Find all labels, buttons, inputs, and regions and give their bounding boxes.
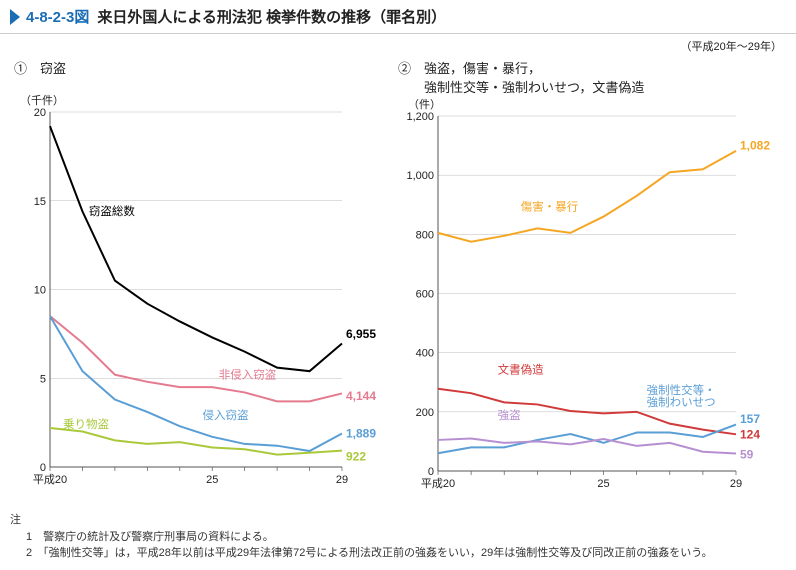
note-1: 1 警察庁の統計及び警察庁刑事局の資料による。 bbox=[10, 529, 786, 546]
svg-text:600: 600 bbox=[416, 289, 434, 301]
chart-1-wrap: （千件） 0 5 10 15 20 平成20 25 29 窃盗総数 6,955 非侵入窃盗 4,144 侵… bbox=[10, 92, 390, 502]
svg-text:800: 800 bbox=[416, 229, 434, 241]
svg-text:（千件）: （千件） bbox=[20, 94, 64, 107]
svg-text:29: 29 bbox=[336, 474, 348, 486]
svg-text:1,082: 1,082 bbox=[740, 139, 770, 153]
svg-text:20: 20 bbox=[34, 107, 46, 119]
svg-text:1,200: 1,200 bbox=[406, 111, 434, 123]
svg-text:10: 10 bbox=[34, 285, 46, 297]
figure-header: 4-8-2-3図 来日外国人による刑法犯 検挙件数の推移（罪名別） bbox=[0, 0, 796, 34]
svg-text:157: 157 bbox=[740, 412, 760, 426]
svg-text:侵入窃盗: 侵入窃盗 bbox=[202, 408, 248, 422]
svg-text:0: 0 bbox=[40, 462, 46, 474]
svg-text:5: 5 bbox=[40, 373, 46, 385]
svg-text:平成20: 平成20 bbox=[33, 473, 67, 486]
svg-text:窃盗総数: 窃盗総数 bbox=[89, 204, 135, 218]
svg-text:200: 200 bbox=[416, 407, 434, 419]
svg-text:59: 59 bbox=[740, 448, 754, 462]
notes-section: 注 1 警察庁の統計及び警察庁刑事局の資料による。 2 「強制性交等」は，平成2… bbox=[0, 510, 796, 570]
svg-text:922: 922 bbox=[346, 449, 366, 463]
svg-text:25: 25 bbox=[597, 478, 609, 490]
svg-text:強制わいせつ: 強制わいせつ bbox=[647, 396, 716, 409]
header-arrow-icon bbox=[10, 9, 20, 25]
figure-number: 4-8-2-3図 bbox=[26, 6, 89, 27]
chart-1-col: ① 窃盗 （千件） 0 5 10 15 20 平成20 25 29 窃盗総数 6,955 非侵入窃盗 4… bbox=[10, 56, 390, 506]
chart-2-col: ② 強盗，傷害・暴行， 強制性交等・強制わいせつ，文書偽造 （件） 0 200 400… bbox=[394, 56, 774, 506]
charts-row: ① 窃盗 （千件） 0 5 10 15 20 平成20 25 29 窃盗総数 6,955 非侵入窃盗 4… bbox=[0, 54, 796, 510]
svg-text:強制性交等・: 強制性交等・ bbox=[647, 383, 716, 397]
svg-text:傷害・暴行: 傷害・暴行 bbox=[521, 200, 579, 214]
chart-1-svg: （千件） 0 5 10 15 20 平成20 25 29 窃盗総数 6,955 非侵入窃盗 4,144 侵… bbox=[10, 92, 390, 497]
svg-text:0: 0 bbox=[428, 466, 434, 478]
svg-text:平成20: 平成20 bbox=[421, 477, 455, 490]
svg-text:400: 400 bbox=[416, 348, 434, 360]
svg-text:強盗: 強盗 bbox=[498, 408, 521, 422]
svg-text:29: 29 bbox=[730, 478, 742, 490]
svg-text:（件）: （件） bbox=[408, 98, 441, 111]
svg-text:25: 25 bbox=[206, 474, 218, 486]
svg-text:乗り物盗: 乗り物盗 bbox=[63, 417, 109, 431]
year-range-note: （平成20年～29年） bbox=[0, 34, 796, 54]
svg-text:非侵入窃盗: 非侵入窃盗 bbox=[219, 367, 277, 381]
chart-2-svg: （件） 0 200 400 600 800 1,000 1,200 平成20 25 29 傷害・暴行 1… bbox=[394, 96, 784, 501]
note-2: 2 「強制性交等」は，平成28年以前は平成29年法律第72号による刑法改正前の強… bbox=[10, 545, 786, 562]
svg-text:6,955: 6,955 bbox=[346, 327, 376, 341]
svg-text:文書偽造: 文書偽造 bbox=[498, 362, 544, 376]
svg-text:1,000: 1,000 bbox=[406, 170, 434, 182]
notes-prefix: 注 bbox=[10, 514, 21, 526]
figure-title: 来日外国人による刑法犯 検挙件数の推移（罪名別） bbox=[97, 6, 446, 27]
chart-2-wrap: （件） 0 200 400 600 800 1,000 1,200 平成20 25 29 傷害・暴行 1… bbox=[394, 96, 774, 506]
svg-text:124: 124 bbox=[740, 427, 760, 441]
chart-2-subtitle: ② 強盗，傷害・暴行， 強制性交等・強制わいせつ，文書偽造 bbox=[398, 58, 774, 96]
svg-text:1,889: 1,889 bbox=[346, 426, 376, 440]
chart-1-subtitle: ① 窃盗 bbox=[14, 58, 390, 92]
svg-text:15: 15 bbox=[34, 196, 46, 208]
svg-text:4,144: 4,144 bbox=[346, 389, 376, 403]
